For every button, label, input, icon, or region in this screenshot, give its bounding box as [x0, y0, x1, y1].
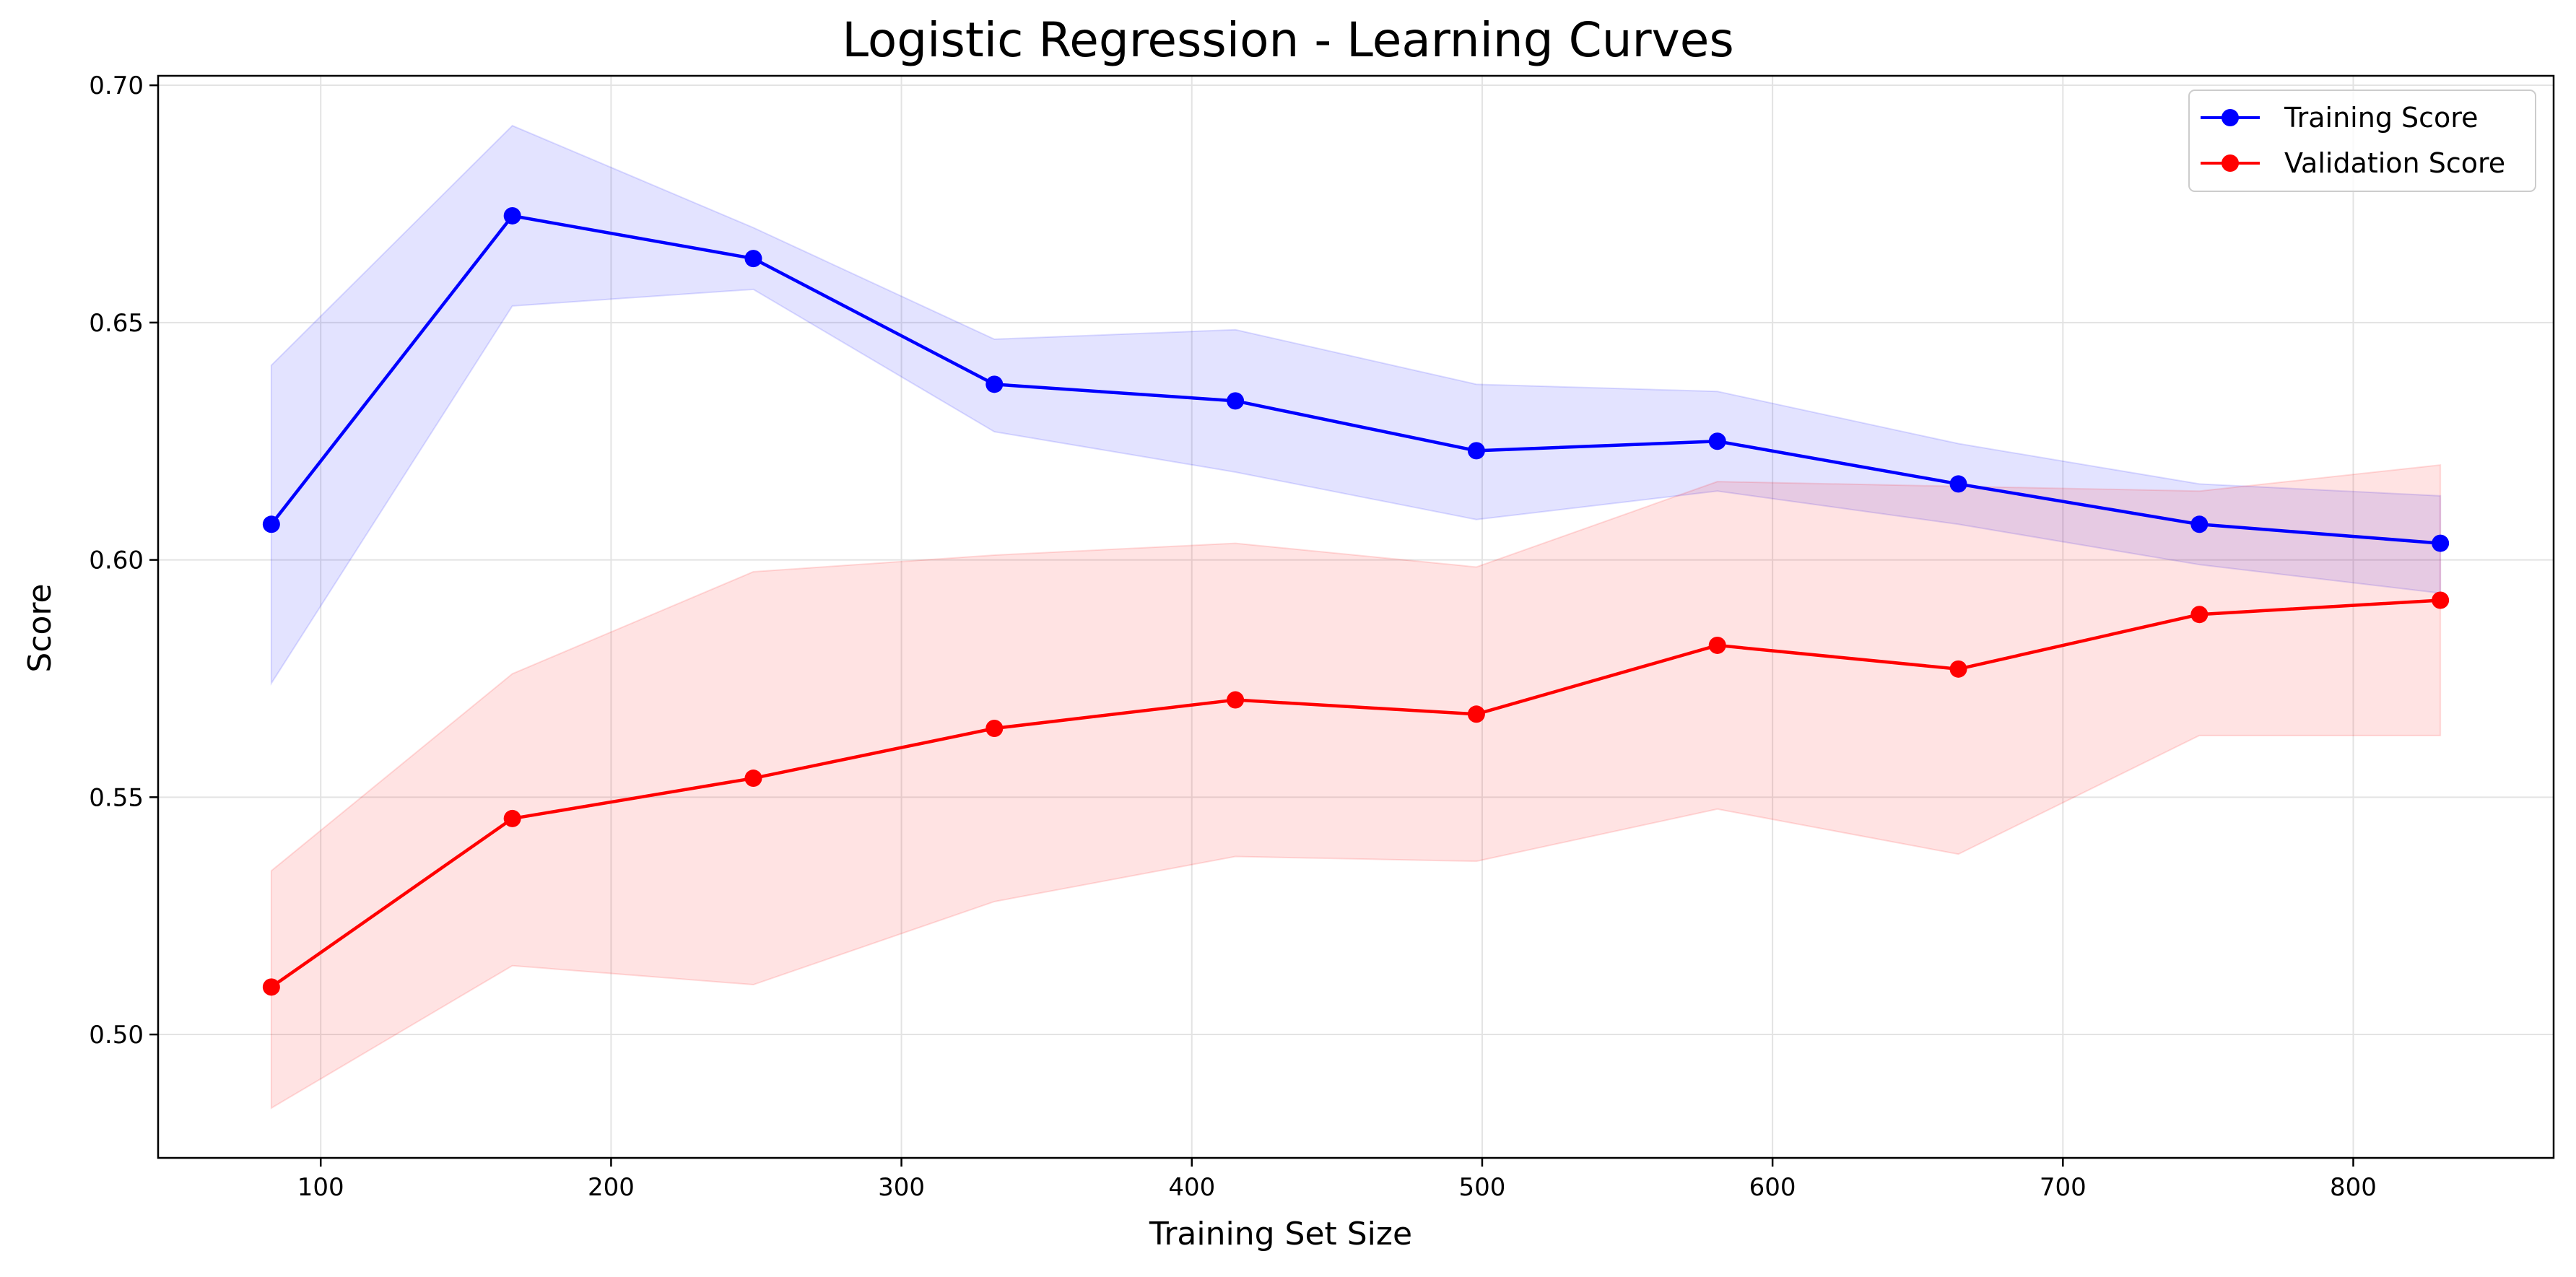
training-score-point [2432, 534, 2450, 552]
y-tick-label: 0.55 [89, 783, 144, 812]
validation-score-point [985, 720, 1004, 738]
validation-score-point [1467, 705, 1485, 723]
training-score-point [1467, 442, 1485, 460]
y-tick-label: 0.60 [89, 546, 144, 575]
validation-score-band [270, 463, 2442, 1110]
grid-lines [158, 76, 2554, 1158]
validation-score-point [503, 809, 521, 827]
training-score-point [1708, 432, 1726, 450]
legend-training-marker [2222, 109, 2239, 126]
legend-box [2188, 90, 2536, 192]
training-score-point [262, 515, 280, 533]
validation-score-point [2432, 591, 2450, 609]
validation-score-point [744, 770, 762, 788]
series-lines [270, 214, 2441, 989]
x-tick-label: 700 [2040, 1173, 2087, 1202]
legend-training-label: Training Score [2284, 102, 2478, 134]
training-score-line [270, 214, 2441, 545]
validation-score-point [2190, 606, 2209, 624]
y-axis-label: Score [22, 583, 58, 672]
chart-title: Logistic Regression - Learning Curves [842, 12, 1733, 68]
x-tick-label: 600 [1749, 1173, 1796, 1202]
x-tick-label: 800 [2330, 1173, 2377, 1202]
validation-score-point [262, 978, 280, 996]
legend: Training Score Validation Score [2188, 90, 2536, 192]
training-score-point [985, 375, 1004, 393]
x-axis-ticks: 100 200 300 400 500 600 700 800 [297, 1158, 2377, 1202]
training-score-point [1227, 392, 1245, 410]
confidence-bands [270, 124, 2442, 1110]
x-tick-label: 400 [1168, 1173, 1215, 1202]
plot-frame [157, 74, 2555, 1159]
legend-validation-marker [2222, 154, 2239, 172]
training-score-point [1949, 475, 1967, 493]
training-score-point [744, 250, 762, 268]
validation-score-line [270, 598, 2441, 989]
y-tick-label: 0.50 [89, 1021, 144, 1050]
validation-score-point [1227, 691, 1245, 709]
y-axis-ticks: 0.50 0.55 0.60 0.65 0.70 [89, 71, 158, 1050]
x-tick-label: 200 [588, 1173, 635, 1202]
x-tick-label: 500 [1458, 1173, 1505, 1202]
legend-validation-label: Validation Score [2284, 147, 2505, 179]
validation-score-point [1708, 636, 1726, 654]
validation-score-point [1949, 660, 1967, 678]
y-tick-label: 0.70 [89, 71, 144, 100]
y-tick-label: 0.65 [89, 309, 144, 338]
training-score-point [503, 206, 521, 225]
training-score-point [2190, 515, 2209, 533]
x-tick-label: 100 [297, 1173, 344, 1202]
x-axis-label: Training Set Size [1149, 1216, 1412, 1252]
series-markers [262, 206, 2450, 996]
x-tick-label: 300 [878, 1173, 925, 1202]
